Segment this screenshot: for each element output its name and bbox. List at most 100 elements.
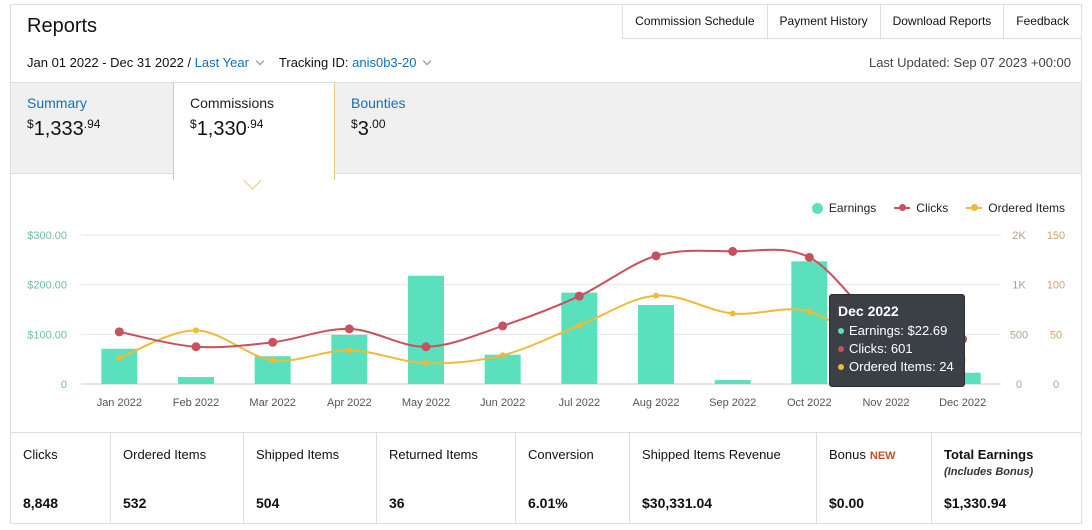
stat-value: $0.00 bbox=[829, 495, 865, 511]
earnings-bar bbox=[561, 292, 598, 384]
page-title: Reports bbox=[27, 15, 98, 37]
clicks-point bbox=[191, 342, 201, 352]
stat-value: 6.01% bbox=[528, 495, 568, 511]
stat-label: Conversion bbox=[528, 447, 594, 462]
tooltip-clicks: Clicks: 601 bbox=[849, 341, 913, 356]
stat-label: Total Earnings bbox=[944, 447, 1034, 462]
ordered-items-line bbox=[118, 294, 963, 365]
clicks-point bbox=[268, 337, 278, 347]
clicks-point bbox=[651, 251, 661, 261]
stat-label: Shipped Items Revenue bbox=[642, 447, 781, 462]
earnings-bar bbox=[714, 380, 751, 384]
earnings-bar bbox=[408, 275, 444, 384]
last-updated: Last Updated: Sep 07 2023 +00:00 bbox=[868, 55, 1071, 70]
stat-value: 532 bbox=[123, 495, 147, 511]
clicks-point bbox=[804, 252, 814, 262]
clicks-dot-icon bbox=[838, 345, 844, 352]
stat-conversion: Conversion 6.01% bbox=[516, 433, 630, 524]
x-axis-tick-label: Jan 2022 bbox=[97, 397, 142, 409]
earnings-bar bbox=[484, 354, 521, 384]
left-axis-tick-label: $300.00 bbox=[27, 230, 67, 242]
summary-tabs: Summary $1,333.94 Commissions $1,330.94 … bbox=[11, 82, 1081, 180]
chevron-down-icon[interactable] bbox=[423, 56, 432, 66]
x-axis-tick-label: Sep 2022 bbox=[709, 397, 756, 409]
x-axis-tick-label: Feb 2022 bbox=[173, 397, 219, 409]
stat-ordered-items: Ordered Items 532 bbox=[111, 433, 244, 524]
ordered-axis-tick-label: 0 bbox=[1053, 379, 1059, 391]
tab-commissions[interactable]: Commissions $1,330.94 bbox=[173, 83, 335, 180]
chevron-down-icon[interactable] bbox=[255, 56, 265, 66]
legend-ordered-items[interactable]: Ordered Items bbox=[966, 201, 1065, 215]
feedback-link[interactable]: Feedback bbox=[1003, 4, 1082, 39]
bounties-amount: $3.00 bbox=[351, 117, 386, 140]
stat-value: $30,331.04 bbox=[642, 495, 713, 511]
tab-bounties-label: Bounties bbox=[351, 95, 406, 111]
ordered-axis-tick-label: 100 bbox=[1047, 280, 1065, 292]
left-axis-tick-label: $200.00 bbox=[27, 280, 67, 292]
clicks-axis-tick-label: 500 bbox=[1010, 329, 1028, 341]
reports-panel: Reports Commission Schedule Payment Hist… bbox=[10, 4, 1082, 524]
date-range-label: Jan 01 2022 - Dec 31 2022 / bbox=[27, 55, 192, 70]
x-axis-tick-label: Dec 2022 bbox=[939, 397, 986, 409]
stat-clicks: Clicks 8,848 bbox=[11, 433, 111, 524]
legend-clicks[interactable]: Clicks bbox=[894, 201, 948, 215]
tracking-id-dropdown[interactable]: anis0b3-20 bbox=[352, 55, 417, 70]
download-reports-link[interactable]: Download Reports bbox=[879, 4, 1004, 39]
x-axis-tick-label: Oct 2022 bbox=[787, 397, 832, 409]
stat-value: 504 bbox=[256, 495, 280, 511]
earnings-bar bbox=[638, 305, 674, 384]
filter-row: Jan 01 2022 - Dec 31 2022 / Last Year Tr… bbox=[27, 55, 436, 70]
stat-label: Returned Items bbox=[389, 447, 478, 462]
stat-label: Bonus NEW bbox=[829, 447, 896, 462]
ordered-items-point bbox=[806, 308, 813, 315]
earnings-bar bbox=[101, 348, 138, 384]
earnings-swatch-icon bbox=[811, 202, 823, 214]
clicks-swatch-icon bbox=[894, 204, 911, 211]
chart-tooltip: Dec 2022 Earnings: $22.69 Clicks: 601 Or… bbox=[829, 294, 965, 387]
ordered-axis-tick-label: 150 bbox=[1047, 230, 1065, 242]
earnings-bar bbox=[331, 334, 368, 384]
tab-summary[interactable]: Summary $1,333.94 bbox=[11, 83, 173, 175]
tooltip-ordered-row: Ordered Items: 24 bbox=[838, 359, 956, 374]
earnings-bar bbox=[791, 261, 828, 384]
x-axis-tick-label: Aug 2022 bbox=[632, 397, 679, 409]
ordered-items-point bbox=[576, 322, 583, 329]
legend-clicks-label: Clicks bbox=[916, 201, 949, 215]
stat-sublabel: (Includes Bonus) bbox=[944, 466, 1034, 478]
tooltip-earnings-row: Earnings: $22.69 bbox=[838, 323, 956, 338]
tab-bounties[interactable]: Bounties $3.00 bbox=[335, 83, 497, 175]
earnings-chart: $300.00 2K 150$200.00 1K 100$100.00 500 500 0 0J… bbox=[27, 230, 1065, 409]
clicks-axis-tick-label: 0 bbox=[1016, 379, 1022, 391]
ordered-axis-tick-label: 50 bbox=[1050, 329, 1062, 341]
stat-shipped-items: Shipped Items 504 bbox=[244, 433, 377, 524]
payment-history-link[interactable]: Payment History bbox=[766, 4, 880, 39]
clicks-point bbox=[421, 342, 431, 352]
legend-earnings[interactable]: Earnings bbox=[811, 201, 877, 215]
x-axis-tick-label: Nov 2022 bbox=[862, 397, 909, 409]
tracking-id-label: Tracking ID: bbox=[278, 55, 349, 70]
ordered-items-point bbox=[729, 310, 736, 317]
chart-legend: Earnings Clicks Ordered Items bbox=[794, 201, 1065, 215]
summary-amount: $1,333.94 bbox=[27, 117, 101, 140]
tooltip-title: Dec 2022 bbox=[838, 303, 899, 319]
left-axis-tick-label: 0 bbox=[61, 379, 67, 391]
date-preset-dropdown[interactable]: Last Year bbox=[194, 55, 249, 70]
x-axis-tick-label: Mar 2022 bbox=[249, 397, 295, 409]
tab-commissions-label: Commissions bbox=[190, 95, 275, 111]
stat-label: Clicks bbox=[23, 447, 58, 462]
x-axis-tick-label: May 2022 bbox=[402, 397, 450, 409]
clicks-axis-tick-label: 2K bbox=[1012, 230, 1026, 242]
stat-bonus: Bonus NEW $0.00 bbox=[817, 433, 932, 524]
clicks-point bbox=[344, 324, 354, 334]
ordered-items-point bbox=[116, 355, 123, 362]
stat-value: 8,848 bbox=[23, 495, 59, 511]
stat-label: Shipped Items bbox=[256, 447, 340, 462]
legend-earnings-label: Earnings bbox=[828, 201, 877, 215]
commission-schedule-link[interactable]: Commission Schedule bbox=[622, 4, 767, 39]
tooltip-ordered: Ordered Items: 24 bbox=[849, 359, 954, 374]
stat-value: 36 bbox=[389, 495, 405, 511]
clicks-point bbox=[114, 327, 124, 337]
ordered-dot-icon bbox=[838, 363, 844, 370]
ordered-items-swatch-icon bbox=[966, 204, 983, 211]
earnings-bar bbox=[178, 377, 214, 384]
